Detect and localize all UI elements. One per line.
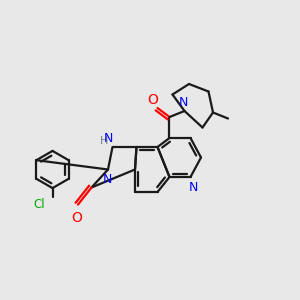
- Text: O: O: [148, 92, 158, 106]
- Text: N: N: [102, 173, 112, 186]
- Text: N: N: [189, 181, 198, 194]
- Text: N: N: [179, 97, 188, 110]
- Text: O: O: [71, 211, 82, 225]
- Text: N: N: [104, 133, 113, 146]
- Text: Cl: Cl: [33, 198, 45, 211]
- Text: H: H: [100, 136, 108, 146]
